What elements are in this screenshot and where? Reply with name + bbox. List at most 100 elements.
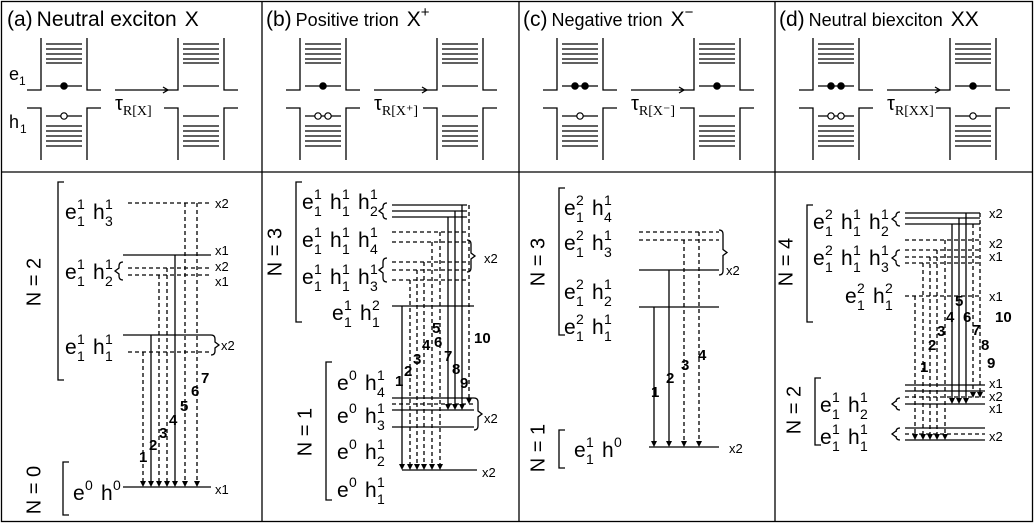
well-label-sub: 1 <box>19 74 26 88</box>
level-sub: 2 <box>604 293 612 309</box>
arrowhead <box>956 398 962 404</box>
panel-title: (a) Neutral exciton X <box>7 8 199 31</box>
multiplicity: x2 <box>482 465 496 480</box>
multiplicity: x1 <box>989 401 1003 416</box>
level-sup: 1 <box>105 256 113 272</box>
level-sub: 1 <box>832 406 840 422</box>
level-symbol: h <box>602 439 614 462</box>
hole <box>314 112 322 120</box>
transition-number: 4 <box>698 347 707 364</box>
transition-number: 6 <box>963 309 971 326</box>
panel-letter: (b) <box>266 8 292 31</box>
arrowhead <box>445 404 451 410</box>
electron <box>60 82 68 90</box>
level-symbol: h <box>365 372 377 395</box>
level-sup: 1 <box>344 297 352 313</box>
panel-name: Neutral exciton <box>37 8 177 31</box>
level-sup: 1 <box>314 186 322 202</box>
level-sub: 1 <box>377 491 385 507</box>
level-sup: 1 <box>77 196 85 212</box>
arrowhead <box>466 398 472 404</box>
level-sup: 1 <box>314 224 322 240</box>
level-sup: 2 <box>576 192 584 208</box>
manifold-label: N = 1 <box>527 424 549 472</box>
transition-number: 4 <box>422 337 431 354</box>
well <box>27 38 101 91</box>
level-symbol: e <box>564 197 576 220</box>
level-sup: 1 <box>604 276 612 292</box>
level-sub: 4 <box>604 209 612 225</box>
transition-number: 8 <box>981 337 989 354</box>
level-sup: 2 <box>576 276 584 292</box>
well <box>799 107 873 160</box>
arrowhead <box>148 481 154 487</box>
transition-number: 9 <box>987 355 995 372</box>
level-sup: 1 <box>604 192 612 208</box>
level-sup: 2 <box>885 280 893 296</box>
panel-name: Positive trion <box>296 10 399 30</box>
level-symbol: e <box>337 372 349 395</box>
panel-charge: − <box>685 4 694 21</box>
tau-label: τR[X⁺] <box>374 93 418 119</box>
level-symbol: h <box>330 191 342 214</box>
tau-sub: R[XX] <box>895 104 934 119</box>
well <box>286 38 360 91</box>
tau-sub: R[X⁺] <box>382 104 418 119</box>
level-sup: 0 <box>614 434 622 450</box>
brace <box>377 257 388 283</box>
tau-symbol: τ <box>887 93 895 115</box>
level-sub: 3 <box>370 278 378 294</box>
arrowhead <box>399 464 405 470</box>
level-sub: 1 <box>342 241 350 257</box>
level-symbol: h <box>358 191 370 214</box>
arrowhead <box>421 464 427 470</box>
level-sub: 1 <box>825 223 833 239</box>
tau-arrow <box>374 86 429 94</box>
arrowhead <box>140 481 146 487</box>
tau-sub: R[X⁻] <box>639 104 675 119</box>
multiplicity: x1 <box>215 243 229 258</box>
arrowhead <box>452 404 458 410</box>
manifold-label: N = 0 <box>23 466 45 514</box>
level-symbol: h <box>101 482 113 505</box>
transition-number: 1 <box>139 449 147 466</box>
multiplicity: x2 <box>989 206 1003 221</box>
multiplicity: x2 <box>215 259 229 274</box>
hole <box>576 112 584 120</box>
manifold-label: N = 1 <box>294 408 316 456</box>
level-symbol: e <box>332 302 344 325</box>
level-sub: 1 <box>885 297 893 313</box>
well <box>799 38 873 91</box>
level-symbol: e <box>302 229 314 252</box>
level-sub: 4 <box>377 384 385 400</box>
level-sup: 2 <box>825 242 833 258</box>
level-sub: 1 <box>825 259 833 275</box>
arrowhead <box>927 434 933 440</box>
level-symbol: h <box>873 285 885 308</box>
manifold-label: N = 2 <box>23 258 45 306</box>
level-symbol: e <box>820 426 832 449</box>
panel-symbol: X <box>407 8 421 31</box>
level-sup: 0 <box>349 367 357 383</box>
manifold-bracket <box>62 461 69 516</box>
transition-number: 4 <box>169 412 178 429</box>
level-symbol: h <box>869 211 881 234</box>
brace <box>473 397 484 431</box>
multiplicity: x1 <box>215 274 229 289</box>
transition-number: 5 <box>180 398 188 415</box>
level-sup: 0 <box>85 477 93 493</box>
transition-number: 9 <box>460 375 468 392</box>
level-symbol: e <box>73 482 85 505</box>
brace <box>377 202 388 220</box>
hole <box>827 112 835 120</box>
brace <box>890 427 901 441</box>
level-symbol: h <box>360 302 372 325</box>
arrowhead <box>666 441 672 447</box>
level-symbol: h <box>841 247 853 270</box>
level-sup: 2 <box>825 206 833 222</box>
level-sub: 1 <box>344 314 352 330</box>
level-sub: 3 <box>881 259 889 275</box>
transition-number: 6 <box>191 383 199 400</box>
level-symbol: h <box>93 261 105 284</box>
